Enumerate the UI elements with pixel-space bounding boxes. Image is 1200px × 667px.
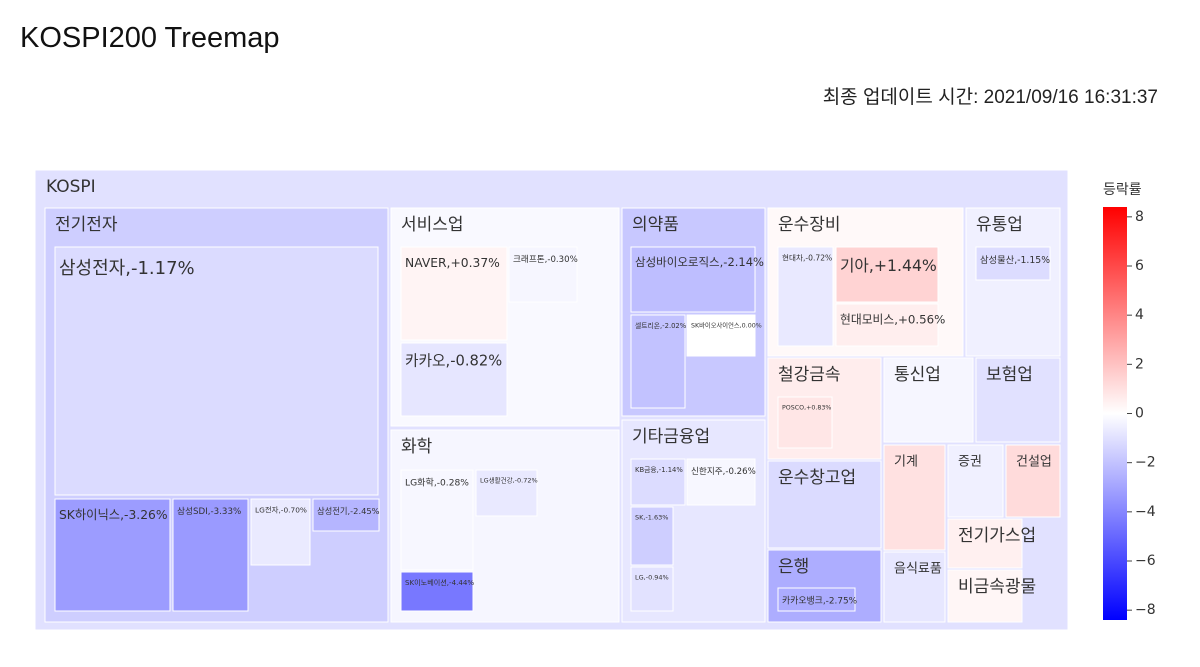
stock-label: POSCO,+0.83% bbox=[782, 404, 831, 411]
colorbar-tick-label: −2 bbox=[1135, 455, 1156, 471]
sector-tile bbox=[1005, 444, 1061, 518]
sector-tile bbox=[767, 460, 882, 549]
stock-label: LG생활건강,-0.72% bbox=[480, 476, 538, 485]
stock-tile bbox=[835, 246, 939, 303]
stock-tile bbox=[54, 498, 171, 612]
stock-tile bbox=[508, 246, 578, 303]
sector-label: 기계 bbox=[894, 455, 918, 470]
sector-label: 보험업 bbox=[986, 365, 1033, 385]
sector-tile bbox=[947, 518, 1023, 569]
colorbar-tick-label: 8 bbox=[1135, 209, 1144, 225]
colorbar-tick-label: 6 bbox=[1135, 258, 1144, 274]
stock-tile bbox=[54, 246, 379, 496]
stock-label: LG화학,-0.28% bbox=[405, 478, 469, 489]
stock-tile bbox=[777, 246, 834, 347]
stock-label: 기아,+1.44% bbox=[840, 256, 937, 275]
stock-label: 카카오,-0.82% bbox=[405, 353, 502, 370]
stock-label: 삼성전자,-1.17% bbox=[59, 258, 195, 279]
stock-tile bbox=[686, 314, 756, 357]
root-label: KOSPI bbox=[46, 177, 96, 197]
stock-label: 현대차,-0.72% bbox=[782, 254, 832, 263]
stock-tile bbox=[777, 587, 856, 612]
sector-label: 화학 bbox=[401, 437, 433, 457]
sector-label: 기타금융업 bbox=[632, 427, 710, 447]
sector-label: 비금속광물 bbox=[958, 577, 1036, 597]
colorbar-tick-label: −4 bbox=[1135, 504, 1156, 520]
colorbar-tick-label: 0 bbox=[1135, 406, 1144, 422]
sector-tile bbox=[883, 357, 974, 443]
stock-tile bbox=[630, 314, 686, 409]
stock-tile bbox=[630, 246, 756, 313]
sector-tile bbox=[947, 444, 1004, 518]
stock-label: SK바이오사이언스,0.00% bbox=[691, 320, 762, 329]
stock-tile bbox=[777, 396, 833, 449]
stock-tile bbox=[630, 566, 674, 612]
stock-tile bbox=[835, 303, 939, 347]
sector-tile bbox=[883, 444, 946, 551]
stock-label: SK하이닉스,-3.26% bbox=[59, 508, 168, 522]
page-title: KOSPI200 Treemap bbox=[20, 22, 280, 54]
stock-label: LG,-0.94% bbox=[635, 573, 669, 581]
colorbar bbox=[1103, 207, 1127, 620]
sector-label: 증권 bbox=[958, 455, 982, 470]
stock-tile bbox=[475, 469, 538, 517]
stock-label: 카카오뱅크,-2.75% bbox=[782, 595, 857, 606]
colorbar-tick-label: −8 bbox=[1135, 602, 1156, 618]
stock-label: NAVER,+0.37% bbox=[405, 256, 500, 270]
sector-label: 은행 bbox=[778, 557, 809, 577]
sector-tile bbox=[883, 551, 946, 623]
stock-label: 삼성전기,-2.45% bbox=[317, 506, 380, 516]
stock-label: LG전자,-0.70% bbox=[255, 505, 307, 514]
stock-label: 현대모비스,+0.56% bbox=[840, 312, 945, 326]
sector-label: 전기가스업 bbox=[958, 526, 1036, 546]
sector-label: 음식료품 bbox=[894, 562, 942, 577]
sector-tile bbox=[975, 357, 1061, 443]
stock-tile bbox=[400, 246, 508, 341]
sector-label: 의약품 bbox=[632, 215, 679, 235]
stock-label: 신한지주,-0.26% bbox=[691, 466, 756, 477]
stock-label: 크래프톤,-0.30% bbox=[513, 254, 578, 265]
stock-tile bbox=[400, 571, 474, 612]
stock-label: 삼성바이오로직스,-2.14% bbox=[635, 255, 764, 269]
colorbar-title: 등락률 bbox=[1103, 182, 1142, 198]
stock-tile bbox=[686, 458, 756, 506]
colorbar-tick-label: −6 bbox=[1135, 553, 1156, 569]
stock-tile bbox=[630, 458, 686, 506]
stock-tile bbox=[975, 246, 1051, 281]
update-time: 최종 업데이트 시간: 2021/09/16 16:31:37 bbox=[822, 87, 1158, 108]
stock-tile bbox=[312, 498, 380, 532]
stock-label: SK이노베이션,-4.44% bbox=[405, 578, 474, 587]
sector-label: 통신업 bbox=[894, 365, 941, 385]
stock-tile bbox=[172, 498, 249, 612]
sector-label: 전기전자 bbox=[55, 215, 118, 235]
sector-label: 운수창고업 bbox=[778, 468, 856, 488]
stock-label: 삼성물산,-1.15% bbox=[980, 255, 1050, 266]
stock-label: 삼성SDI,-3.33% bbox=[177, 506, 241, 517]
sector-tile bbox=[947, 569, 1023, 623]
stock-label: SK,-1.63% bbox=[635, 513, 668, 521]
sector-label: 건설업 bbox=[1016, 455, 1052, 470]
stock-tile bbox=[250, 498, 311, 566]
colorbar-tick-label: 4 bbox=[1135, 307, 1144, 323]
sector-label: 서비스업 bbox=[401, 215, 464, 235]
stock-tile bbox=[400, 469, 474, 571]
stock-tile bbox=[400, 342, 508, 417]
sector-label: 철강금속 bbox=[778, 365, 841, 385]
stock-label: KB금융,-1.14% bbox=[635, 466, 683, 474]
sector-tile bbox=[965, 207, 1061, 357]
sector-label: 운수장비 bbox=[778, 215, 841, 235]
stock-label: 셀트리온,-2.02% bbox=[635, 321, 687, 330]
colorbar-tick-label: 2 bbox=[1135, 356, 1144, 372]
sector-label: 유통업 bbox=[976, 215, 1023, 235]
stock-tile bbox=[630, 506, 674, 566]
